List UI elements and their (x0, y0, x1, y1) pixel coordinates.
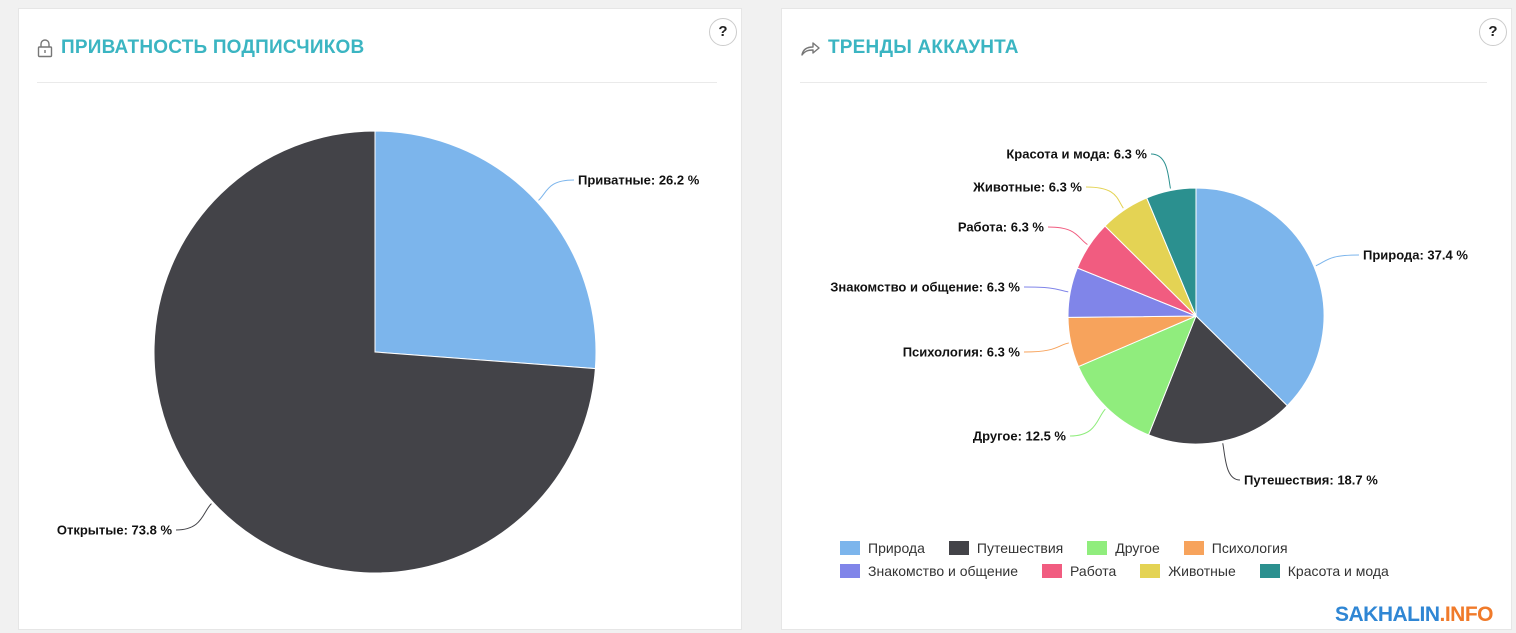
legend-swatch (1183, 540, 1204, 555)
legend-item[interactable]: Знакомство и общение (840, 563, 1018, 579)
legend-row: Знакомство и общение Работа Животные Красот… (840, 559, 1500, 582)
data-label: Психология: 6.3 % (902, 344, 1020, 360)
trends-title-text: ТРЕНДЫ АККАУНТА (828, 37, 1019, 58)
data-label: Знакомство и общение: 6.3 % (830, 279, 1020, 295)
trends-title: ТРЕНДЫ АККАУНТА (800, 37, 1019, 59)
legend-item[interactable]: Красота и мода (1259, 562, 1389, 579)
connector-line (1047, 226, 1088, 245)
legend-item[interactable]: Психология (1183, 539, 1288, 556)
connector-line (538, 179, 575, 201)
help-button[interactable]: ? (709, 18, 737, 46)
legend-label: Путешествия (976, 539, 1064, 556)
legend-item[interactable]: Работа (1042, 563, 1116, 579)
legend-label: Работа (1070, 562, 1117, 579)
legend-item[interactable]: Путешествия (948, 539, 1064, 556)
legend-label: Другое (1115, 539, 1160, 556)
help-button[interactable]: ? (1479, 18, 1507, 46)
legend-item[interactable]: Природа (840, 540, 925, 556)
privacy-title-text: ПРИВАТНОСТЬ ПОДПИСЧИКОВ (61, 37, 365, 58)
legend-label: Животные (1168, 562, 1236, 579)
legend-swatch (1259, 563, 1280, 578)
legend-swatch (840, 563, 860, 578)
legend-swatch (1042, 563, 1063, 578)
data-label: Природа: 37.4 % (1363, 247, 1468, 263)
pie-slice-Приватные[interactable] (374, 130, 597, 370)
legend-label: Красота и мода (1287, 562, 1389, 579)
privacy-title: ПРИВАТНОСТЬ ПОДПИСЧИКОВ (37, 37, 364, 59)
legend: Природа Путешествия Другое Психология Знаком… (840, 536, 1500, 582)
share-arrow-icon (801, 42, 820, 56)
legend-swatch (1087, 540, 1108, 555)
pie-slice-Другое[interactable] (1077, 315, 1197, 436)
connector-line (1023, 342, 1069, 353)
legend-swatch (1140, 563, 1161, 578)
lock-icon (37, 39, 53, 58)
connector-line (1222, 443, 1241, 481)
data-label: Другое: 12.5 % (972, 428, 1066, 444)
legend-row: Природа Путешествия Другое Психология (840, 536, 1500, 559)
legend-swatch (840, 540, 860, 555)
pie-slice-Открытые[interactable] (153, 130, 596, 574)
connector-line (1085, 186, 1124, 209)
data-label: Животные: 6.3 % (973, 179, 1082, 195)
pie-slice-Природа[interactable] (1195, 187, 1325, 407)
data-label: Приватные: 26.2 % (578, 172, 700, 188)
connector-line (1150, 153, 1171, 189)
data-label: Работа: 6.3 % (957, 219, 1044, 235)
connector-line (1023, 286, 1069, 293)
connector-line (175, 503, 212, 531)
connector-line (1069, 408, 1106, 437)
data-label: Открытые: 73.8 % (56, 522, 172, 538)
legend-item[interactable]: Другое (1087, 539, 1160, 556)
legend-label: Психология (1211, 539, 1288, 556)
sakhalin-info-logo: SAKHALIN.INFO (1335, 603, 1493, 626)
legend-swatch (948, 540, 969, 555)
divider (800, 82, 1487, 83)
connector-line (1315, 254, 1360, 267)
legend-label: Знакомство и общение (868, 562, 1019, 579)
legend-label: Природа (868, 539, 925, 556)
data-label: Путешествия: 18.7 % (1244, 472, 1378, 488)
data-label: Красота и мода: 6.3 % (1006, 146, 1147, 162)
divider (37, 82, 717, 83)
pie-slice-Красота и мода[interactable] (1146, 187, 1197, 317)
legend-item[interactable]: Животные (1140, 563, 1236, 579)
